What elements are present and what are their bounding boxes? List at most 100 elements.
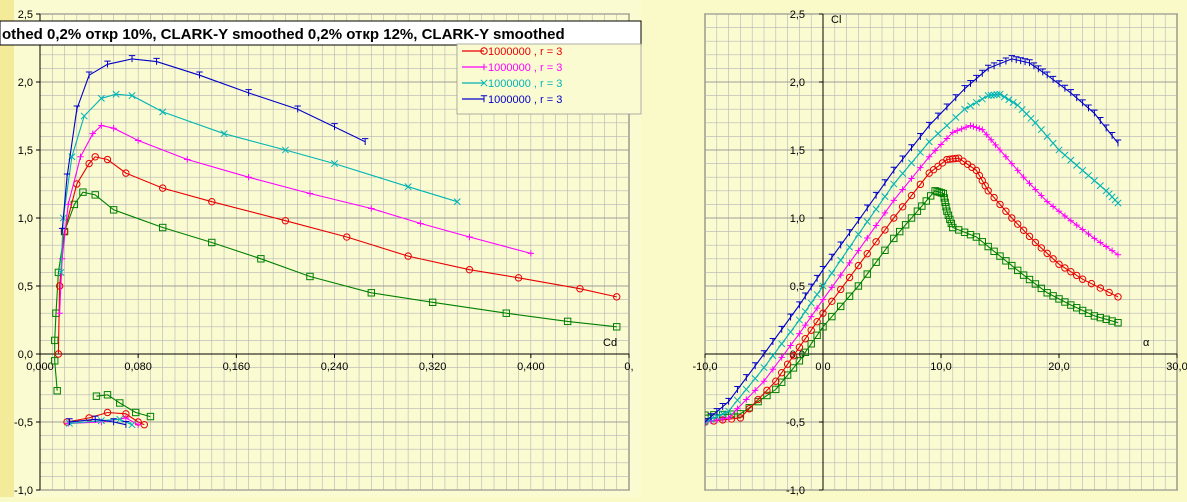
left-series-5 [58, 55, 369, 235]
left-data-point [208, 238, 216, 247]
right-data-point [970, 123, 977, 130]
right-data-point [1091, 235, 1098, 242]
right-data-point [973, 124, 980, 131]
right-data-point [1044, 198, 1051, 205]
right-series-3 [705, 122, 1122, 426]
right-data-point [796, 301, 803, 309]
left-data-point [281, 146, 289, 154]
right-data-point [990, 91, 998, 99]
right-data-point [1021, 58, 1029, 66]
right-data-point [742, 385, 750, 393]
right-data-point [1008, 214, 1016, 222]
right-data-point [1008, 261, 1016, 270]
right-data-point [934, 130, 942, 138]
right-data-point [1039, 68, 1046, 76]
left-data-point [98, 122, 105, 129]
right-data-point [1035, 65, 1042, 73]
right-data-point [984, 187, 992, 195]
left-y-tick-label: 2,0 [18, 77, 33, 89]
left-data-point [91, 153, 99, 161]
right-data-point [940, 194, 948, 202]
left-data-point [220, 130, 228, 138]
right-data-point [1096, 182, 1104, 190]
right-data-point [754, 397, 762, 406]
right-data-point [778, 369, 786, 377]
right-data-point [926, 192, 935, 200]
right-data-point [881, 179, 889, 187]
right-data-point [1061, 151, 1069, 159]
right-data-point [1038, 192, 1045, 199]
right-data-point [1061, 212, 1069, 220]
right-data-point [943, 207, 951, 215]
left-y-tick-label: -1,0 [14, 485, 33, 497]
right-data-point [863, 250, 871, 258]
left-data-point [92, 392, 101, 400]
right-data-point [837, 285, 845, 294]
right-data-point [1105, 288, 1113, 297]
left-data-point [66, 418, 73, 426]
right-data-point [801, 307, 809, 316]
right-data-point [846, 259, 853, 267]
right-data-point [828, 253, 836, 261]
right-data-point [769, 366, 777, 373]
right-data-point [763, 391, 771, 400]
right-data-point [907, 159, 916, 167]
right-data-point [872, 222, 880, 229]
legend-entry-label: 1000000 , r = 3 [488, 62, 562, 74]
right-x-axis-title: α [1143, 337, 1150, 349]
left-data-point [465, 265, 474, 274]
legend-entry: 1000000 , r = 3 [462, 62, 562, 74]
right-data-point [990, 62, 998, 70]
right-data-point [978, 95, 986, 103]
right-data-point [973, 74, 980, 82]
left-data-point [92, 415, 99, 423]
left-data-point [110, 125, 117, 132]
left-data-point [51, 336, 59, 345]
left-data-point [514, 274, 523, 282]
right-data-point [795, 316, 803, 324]
left-data-point [330, 160, 339, 168]
left-y-tick-label: 2,5 [18, 9, 33, 21]
legend-entry-label: 1000000 , r = 3 [488, 78, 562, 90]
right-data-point [1096, 284, 1105, 292]
right-data-point [795, 357, 804, 365]
right-data-point [890, 214, 898, 222]
right-data-point [837, 241, 844, 249]
right-data-point [926, 153, 933, 160]
right-data-point [1055, 208, 1063, 215]
right-data-point [1085, 230, 1092, 238]
right-data-point [1002, 257, 1010, 265]
left-data-point [613, 323, 621, 331]
right-data-point [979, 126, 986, 133]
left-y-tick-label: 1,5 [18, 145, 33, 157]
right-data-point [872, 238, 880, 246]
left-data-point [51, 357, 59, 365]
right-data-point [967, 122, 974, 129]
right-data-point [769, 338, 777, 345]
right-data-point [944, 211, 953, 219]
left-x-axis-title: Cd [603, 337, 617, 349]
right-data-point [802, 292, 809, 300]
right-data-point [795, 343, 804, 351]
right-data-point [949, 129, 956, 136]
right-data-point [772, 377, 780, 385]
right-y-tick-label: 1,5 [790, 145, 805, 157]
right-data-point [1014, 220, 1022, 228]
right-data-point [727, 410, 736, 418]
right-data-point [1055, 146, 1063, 154]
left-axes: 0,000 0,080 0,160 0,240 0,320 0,400 0, -1,0 -0,5… [14, 9, 634, 497]
right-data-point [1067, 89, 1074, 97]
right-data-point [1017, 57, 1024, 65]
right-data-point [1078, 275, 1087, 283]
right-data-point [845, 292, 854, 300]
left-series-1 [51, 188, 621, 395]
left-data-point [128, 92, 136, 100]
left-edge-strip [0, 0, 14, 497]
right-data-point [733, 396, 742, 404]
right-data-point [1087, 279, 1096, 288]
left-data-point [122, 414, 130, 422]
right-data-point [890, 197, 897, 204]
left-data-point [257, 255, 265, 263]
right-data-point [918, 202, 926, 210]
right-data-point [854, 282, 863, 290]
